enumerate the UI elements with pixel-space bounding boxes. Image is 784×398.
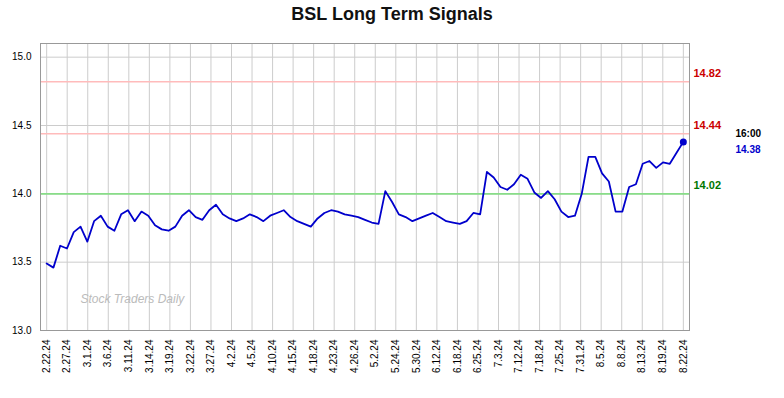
svg-text:14.0: 14.0: [12, 188, 32, 199]
svg-text:8.8.24: 8.8.24: [616, 339, 627, 367]
svg-text:2.22.24: 2.22.24: [41, 339, 52, 373]
svg-text:7.12.24: 7.12.24: [513, 339, 524, 373]
svg-text:4.26.24: 4.26.24: [349, 339, 360, 373]
svg-text:6.18.24: 6.18.24: [452, 339, 463, 373]
svg-text:3.19.24: 3.19.24: [164, 339, 175, 373]
svg-text:8.22.24: 8.22.24: [678, 339, 689, 373]
svg-text:7.31.24: 7.31.24: [575, 339, 586, 373]
svg-text:14.82: 14.82: [694, 67, 722, 79]
svg-text:7.25.24: 7.25.24: [554, 339, 565, 373]
svg-text:13.0: 13.0: [12, 325, 32, 336]
svg-text:3.6.24: 3.6.24: [102, 339, 113, 367]
svg-text:8.19.24: 8.19.24: [657, 339, 668, 373]
svg-text:16:00: 16:00: [736, 128, 762, 139]
svg-text:4.10.24: 4.10.24: [267, 339, 278, 373]
svg-text:7.3.24: 7.3.24: [493, 339, 504, 367]
svg-text:4.2.24: 4.2.24: [226, 339, 237, 367]
svg-text:14.02: 14.02: [694, 179, 722, 191]
svg-text:4.23.24: 4.23.24: [328, 339, 339, 373]
svg-text:4.18.24: 4.18.24: [308, 339, 319, 373]
svg-text:3.11.24: 3.11.24: [123, 339, 134, 372]
svg-text:14.38: 14.38: [736, 144, 761, 155]
svg-text:Stock Traders Daily: Stock Traders Daily: [81, 292, 186, 306]
svg-text:5.24.24: 5.24.24: [390, 339, 401, 373]
svg-text:5.2.24: 5.2.24: [369, 339, 380, 367]
svg-text:8.5.24: 8.5.24: [595, 339, 606, 367]
svg-text:14.5: 14.5: [12, 120, 32, 131]
svg-text:2.27.24: 2.27.24: [61, 339, 72, 373]
svg-text:6.25.24: 6.25.24: [472, 339, 483, 373]
svg-text:14.44: 14.44: [694, 119, 722, 131]
svg-text:15.0: 15.0: [12, 51, 32, 62]
svg-text:7.18.24: 7.18.24: [534, 339, 545, 373]
html-text:BSL Long Term Signals: BSL Long Term Signals: [291, 4, 493, 24]
svg-text:4.5.24: 4.5.24: [246, 339, 257, 367]
svg-text:3.22.24: 3.22.24: [185, 339, 196, 373]
svg-text:6.12.24: 6.12.24: [431, 339, 442, 373]
svg-text:3.1.24: 3.1.24: [82, 339, 93, 367]
svg-text:4.15.24: 4.15.24: [287, 339, 298, 373]
svg-text:3.27.24: 3.27.24: [205, 339, 216, 373]
svg-text:3.14.24: 3.14.24: [144, 339, 155, 373]
svg-text:8.13.24: 8.13.24: [636, 339, 647, 373]
svg-text:5.30.24: 5.30.24: [411, 339, 422, 373]
svg-text:13.5: 13.5: [12, 256, 32, 267]
